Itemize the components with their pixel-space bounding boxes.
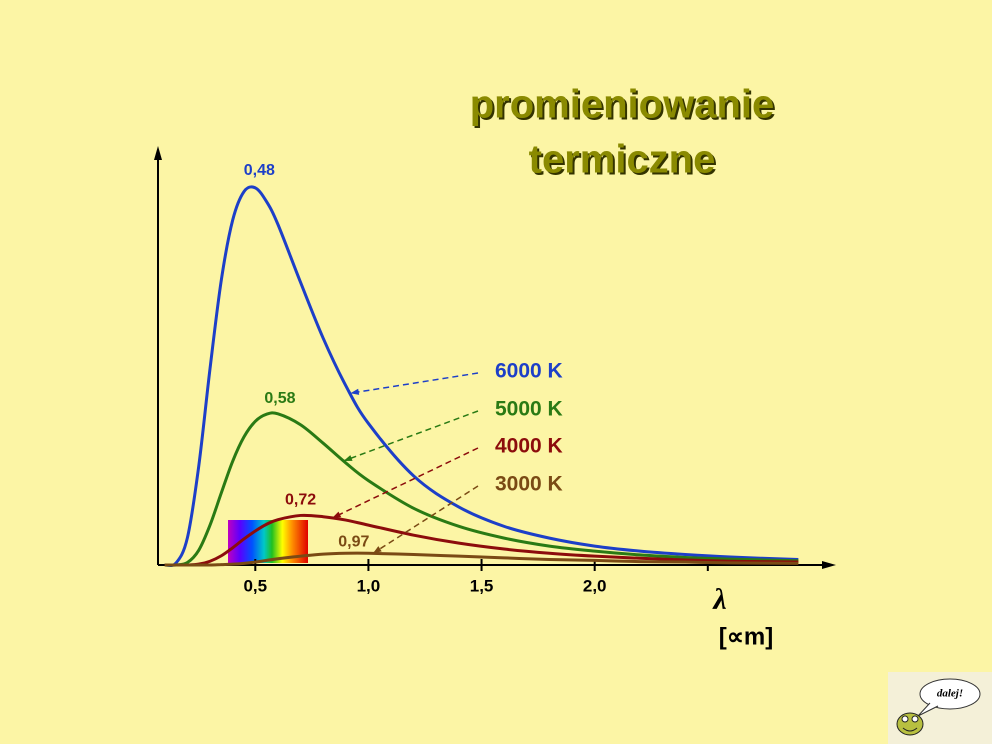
peak-label: 0,72 [285,492,316,509]
curve [164,513,799,567]
curve [164,551,799,567]
legend-arrow [350,372,479,394]
chart-title: promieniowanie [470,83,775,127]
x-axis-arrow [822,561,836,569]
legend-arrowhead [350,388,360,395]
legend-label: 4000 K [495,435,563,458]
chart-title: termiczne [529,138,716,182]
curve [164,185,799,568]
x-tick-label: 2,0 [583,576,607,595]
mascot-mouth[interactable] [902,727,918,732]
mascot[interactable] [896,712,924,736]
legend-arrow [372,485,479,554]
x-axis-unit: [∝m] [719,623,773,650]
peak-label: 0,48 [244,162,275,179]
mascot-eye[interactable] [911,715,919,723]
legend-arrow [331,447,479,519]
title-shadow: termiczne [531,140,718,184]
curve [164,411,799,567]
x-tick-label: 1,0 [357,576,381,595]
legend-label: 5000 K [495,398,563,421]
legend-label: 6000 K [495,360,563,383]
peak-label: 0,97 [338,533,369,550]
button-label[interactable]: dalej! [937,688,963,700]
title-shadow: promieniowanie [472,85,777,129]
legend-arrowhead [343,455,353,461]
x-tick-label: 0,5 [243,576,267,595]
y-axis-arrow [154,146,162,160]
legend-arrowhead [332,511,342,519]
speech-bubble[interactable] [919,678,981,710]
legend-arrowhead [372,546,382,554]
mascot-eye[interactable] [901,715,909,723]
x-axis-label: λ [711,583,726,616]
legend-arrow [343,410,479,462]
x-tick-label: 1,5 [470,576,494,595]
peak-label: 0,58 [264,390,295,407]
legend-label: 3000 K [495,473,563,496]
next-button[interactable]: dalej! [888,672,992,744]
